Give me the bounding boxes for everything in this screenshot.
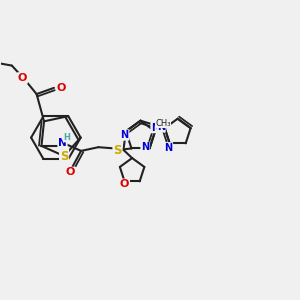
Text: N: N xyxy=(151,123,159,133)
Text: O: O xyxy=(66,167,75,178)
Text: N: N xyxy=(141,142,149,152)
Text: CH₃: CH₃ xyxy=(155,119,170,128)
Text: N: N xyxy=(121,130,129,140)
Text: S: S xyxy=(113,144,122,157)
Text: N: N xyxy=(164,143,172,153)
Text: O: O xyxy=(57,83,66,93)
Text: O: O xyxy=(18,73,27,83)
Text: O: O xyxy=(120,179,129,189)
Text: N: N xyxy=(58,138,67,148)
Text: S: S xyxy=(60,149,68,163)
Text: H: H xyxy=(64,133,70,142)
Text: N: N xyxy=(157,122,165,132)
